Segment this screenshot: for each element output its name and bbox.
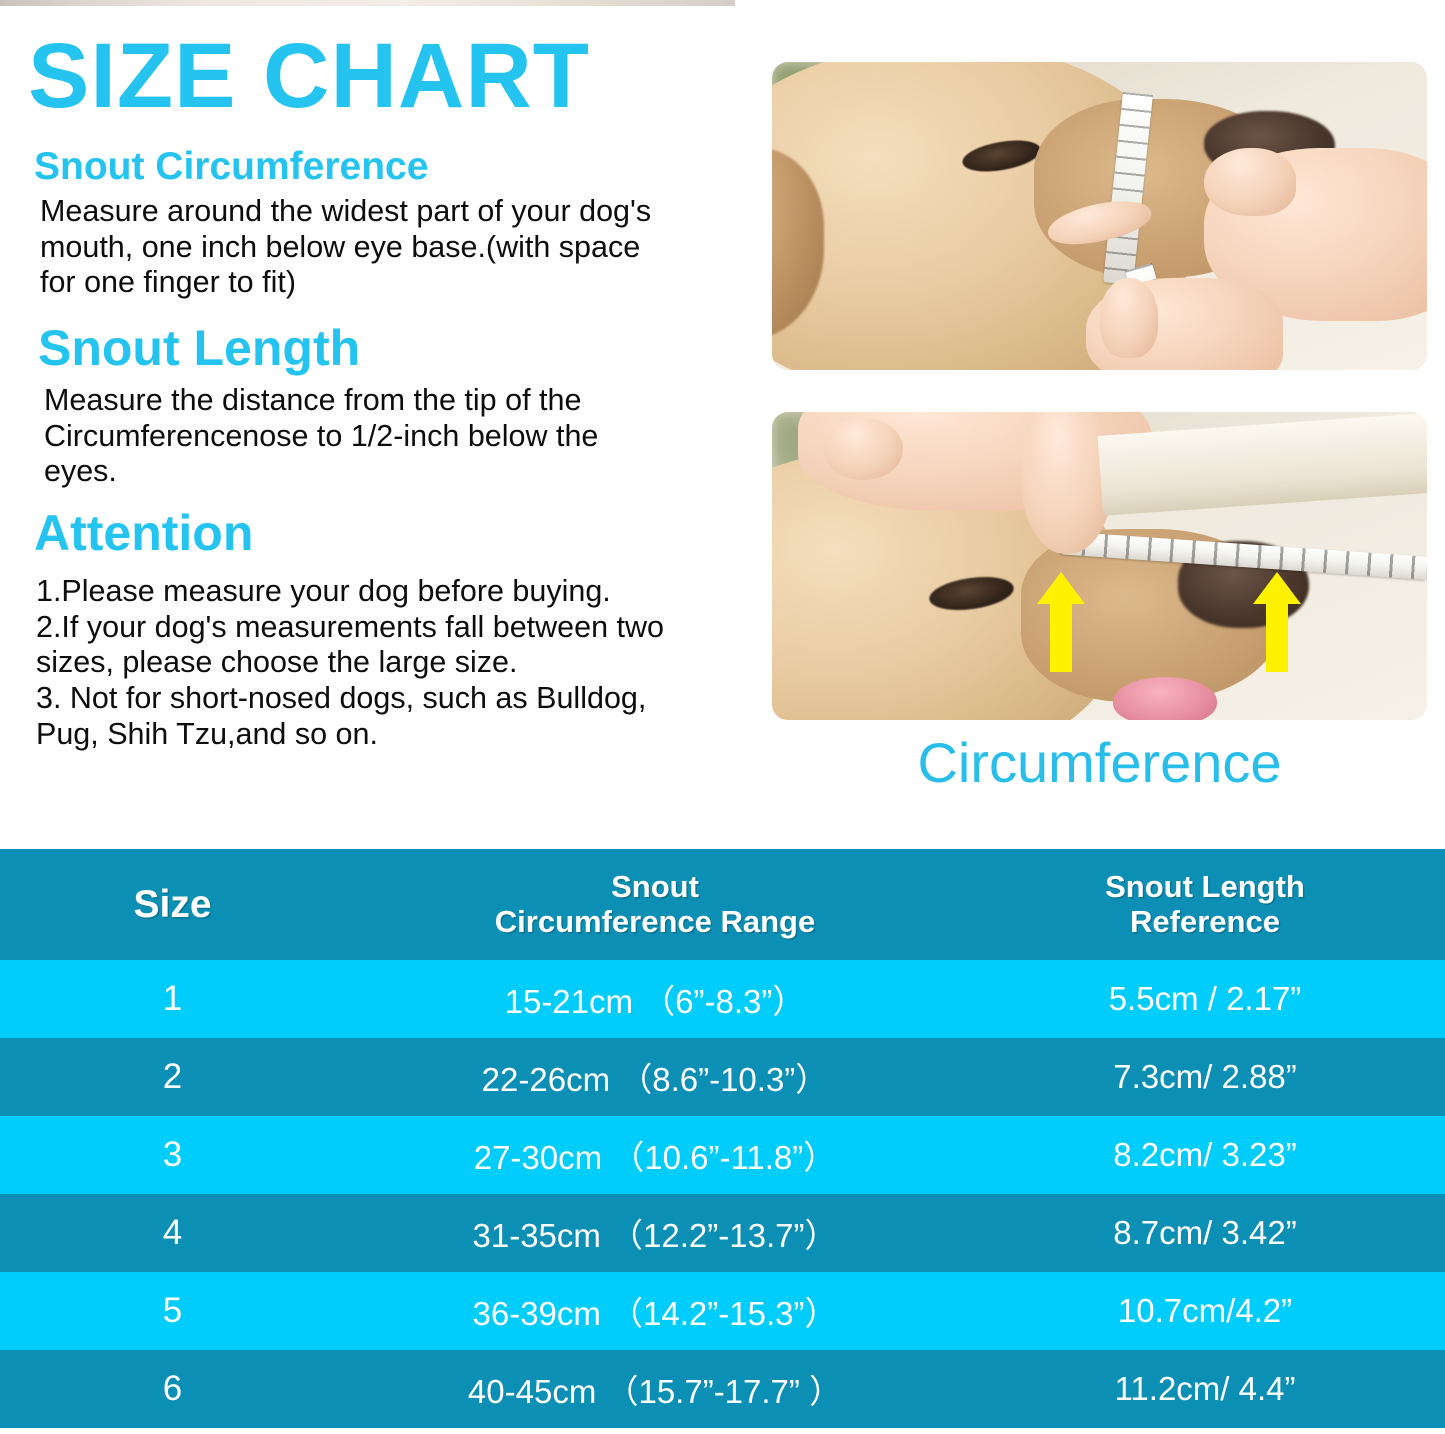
table-row: 6 40-45cm （15.7”-17.7” ） 11.2cm/ 4.4” — [0, 1350, 1445, 1428]
table-row: 2 22-26cm （8.6”-10.3”） 7.3cm/ 2.88” — [0, 1038, 1445, 1116]
size-chart-table: Size Snout Circumference Range Snout Len… — [0, 849, 1445, 1428]
table-header-row: Size Snout Circumference Range Snout Len… — [0, 849, 1445, 960]
cell-circumference: 31-35cm （12.2”-13.7”） — [345, 1194, 965, 1272]
page-title: SIZE CHART — [28, 25, 590, 127]
snout-length-photo — [772, 412, 1427, 720]
cropped-image-strip — [0, 0, 735, 6]
cell-length: 11.2cm/ 4.4” — [965, 1350, 1445, 1428]
column-header-circumference-line1: Snout — [611, 868, 699, 904]
cell-size: 1 — [0, 960, 345, 1038]
attention-list: 1.Please measure your dog before buying.… — [36, 574, 665, 751]
cell-length: 8.2cm/ 3.23” — [965, 1116, 1445, 1194]
column-header-circumference-line2: Circumference Range — [494, 903, 816, 939]
cell-length: 8.7cm/ 3.42” — [965, 1194, 1445, 1272]
table-row: 1 15-21cm （6”-8.3”） 5.5cm / 2.17” — [0, 960, 1445, 1038]
table-body: 1 15-21cm （6”-8.3”） 5.5cm / 2.17” 2 22-2… — [0, 960, 1445, 1428]
cell-circumference: 36-39cm （14.2”-15.3”） — [345, 1272, 965, 1350]
cell-size: 2 — [0, 1038, 345, 1116]
cell-circumference: 15-21cm （6”-8.3”） — [345, 960, 965, 1038]
cell-length: 7.3cm/ 2.88” — [965, 1038, 1445, 1116]
column-header-length-line2: Reference — [1130, 903, 1280, 939]
cell-length: 5.5cm / 2.17” — [965, 960, 1445, 1038]
attention-heading: Attention — [34, 505, 254, 562]
measure-start-arrow-icon — [1037, 572, 1086, 673]
table-row: 4 31-35cm （12.2”-13.7”） 8.7cm/ 3.42” — [0, 1194, 1445, 1272]
circumference-caption: Circumference — [917, 731, 1282, 794]
snout-length-description: Measure the distance from the tip of the… — [44, 383, 599, 489]
cell-size: 6 — [0, 1350, 345, 1428]
measure-end-arrow-icon — [1253, 572, 1302, 673]
column-header-length-line1: Snout Length — [1105, 868, 1305, 904]
snout-circumference-description: Measure around the widest part of your d… — [40, 194, 652, 300]
table-row: 5 36-39cm （14.2”-15.3”） 10.7cm/4.2” — [0, 1272, 1445, 1350]
cell-size: 5 — [0, 1272, 345, 1350]
column-header-size: Size — [0, 849, 345, 960]
cell-circumference: 40-45cm （15.7”-17.7” ） — [345, 1350, 965, 1428]
table-header: Size Snout Circumference Range Snout Len… — [0, 849, 1445, 960]
snout-length-heading: Snout Length — [38, 320, 361, 377]
column-header-length: Snout Length Reference — [965, 849, 1445, 960]
info-column: SIZE CHART Snout Circumference Measure a… — [0, 24, 762, 753]
cell-size: 3 — [0, 1116, 345, 1194]
column-header-circumference: Snout Circumference Range — [345, 849, 965, 960]
snout-circumference-photo — [772, 62, 1427, 370]
cell-size: 4 — [0, 1194, 345, 1272]
table-row: 3 27-30cm （10.6”-11.8”） 8.2cm/ 3.23” — [0, 1116, 1445, 1194]
cell-circumference: 27-30cm （10.6”-11.8”） — [345, 1116, 965, 1194]
cell-circumference: 22-26cm （8.6”-10.3”） — [345, 1038, 965, 1116]
snout-circumference-heading: Snout Circumference — [34, 145, 429, 188]
cell-length: 10.7cm/4.2” — [965, 1272, 1445, 1350]
